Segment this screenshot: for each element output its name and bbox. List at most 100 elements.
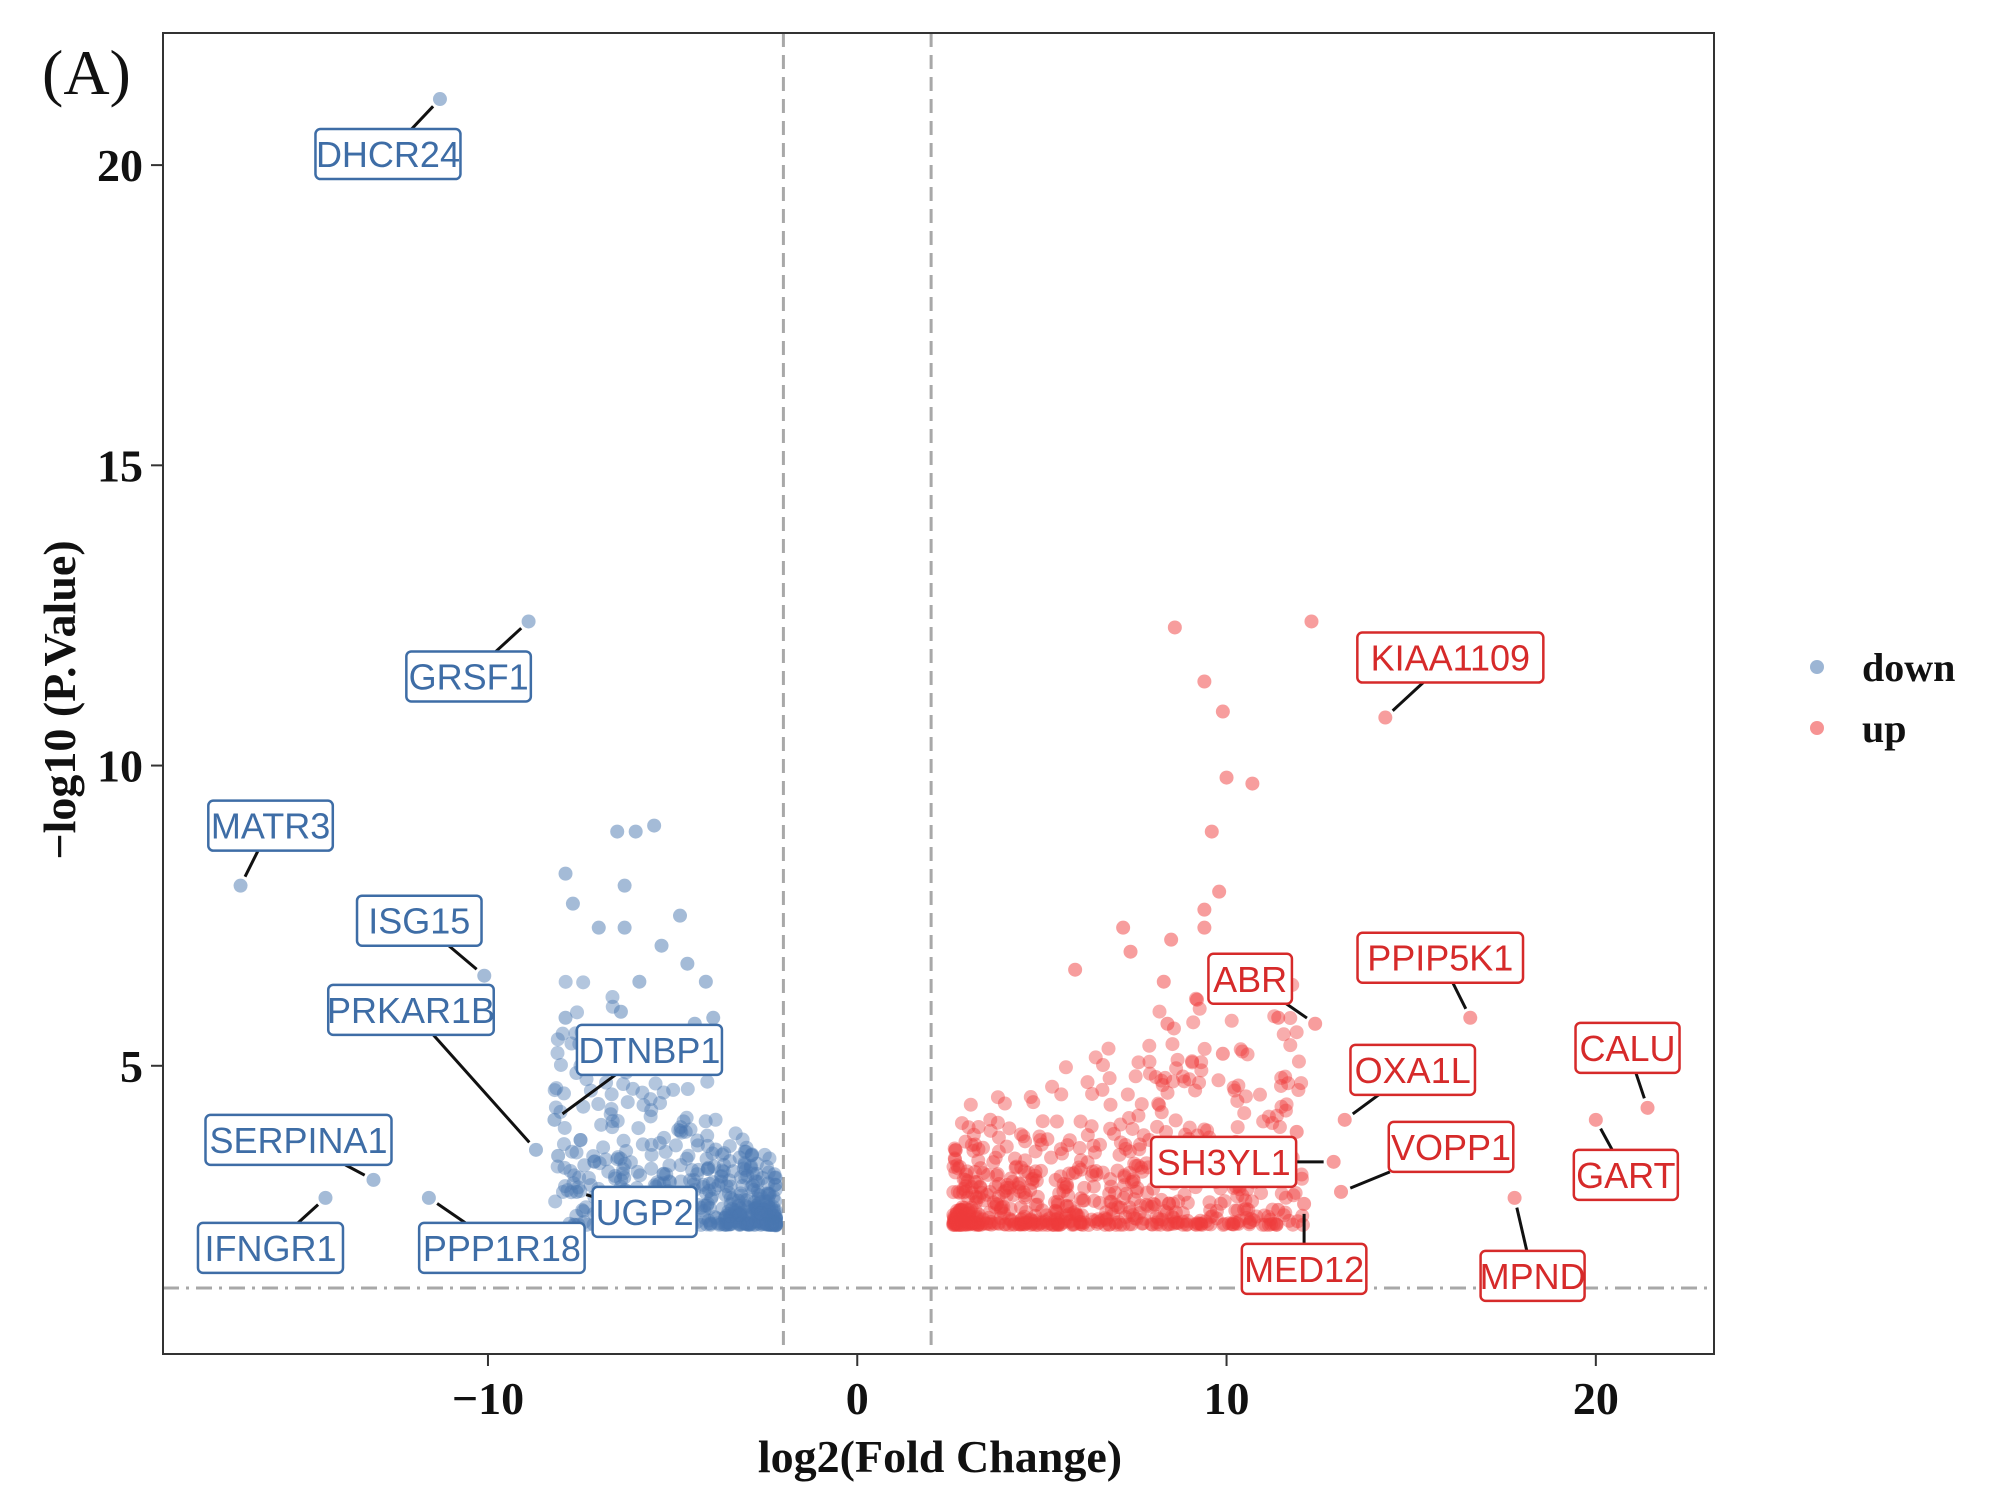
- up-point: [970, 1217, 985, 1232]
- down-point: [767, 1167, 782, 1182]
- down-point: [755, 1206, 770, 1221]
- down-point: [555, 1026, 570, 1041]
- up-point: [956, 1181, 971, 1196]
- down-point: [733, 1205, 748, 1220]
- down-point: [673, 908, 687, 923]
- up-point: [1160, 1085, 1175, 1100]
- up-point: [984, 1214, 999, 1229]
- up-point: [1144, 1217, 1159, 1232]
- down-point: [726, 1164, 741, 1179]
- down-point: [748, 1198, 763, 1213]
- up-point: [954, 1116, 969, 1131]
- plot-frame: [162, 32, 1715, 1355]
- up-point: [1080, 1155, 1095, 1170]
- up-point: [1226, 1217, 1241, 1232]
- down-point: [768, 1217, 783, 1232]
- up-point: [1160, 1016, 1175, 1031]
- up-point: [1050, 1194, 1065, 1209]
- down-point: [718, 1187, 733, 1202]
- down-point: [759, 1217, 774, 1232]
- down-point: [762, 1188, 777, 1203]
- down-point: [737, 1144, 752, 1159]
- down-point: [751, 1188, 766, 1203]
- up-point: [1028, 1144, 1043, 1159]
- up-point: [1159, 1205, 1174, 1220]
- down-point: [658, 1144, 673, 1159]
- up-point: [1215, 1046, 1230, 1061]
- up-point: [1148, 1070, 1163, 1085]
- down-point: [732, 1216, 747, 1231]
- up-point: [990, 1167, 1005, 1182]
- up-point: [1035, 1217, 1050, 1232]
- up-point: [1050, 1215, 1065, 1230]
- up-point: [958, 1172, 973, 1187]
- up-point: [1006, 1188, 1021, 1203]
- up-point: [1203, 1209, 1218, 1224]
- up-point: [1255, 1217, 1270, 1232]
- up-point: [1052, 1217, 1067, 1232]
- down-point: [679, 1110, 694, 1125]
- up-point: [970, 1217, 985, 1232]
- down-point: [632, 974, 647, 989]
- down-point: [761, 1186, 776, 1201]
- up-point: [1145, 1217, 1160, 1232]
- up-point: [1077, 1193, 1092, 1208]
- up-point: [949, 1206, 964, 1221]
- up-point: [1194, 1055, 1209, 1070]
- up-point: [1099, 1212, 1114, 1227]
- plot-area: DHCR24 GRSF1 MATR3 ISG15 PRKAR1B DTNBP1 SERPIN…: [162, 32, 1715, 1355]
- down-point: [766, 1217, 781, 1232]
- down-point: [753, 1195, 768, 1210]
- up-point: [1274, 1078, 1289, 1093]
- down-point: [611, 1150, 626, 1165]
- gene-labels: DHCR24 GRSF1 MATR3 ISG15 PRKAR1B DTNBP1 SERPIN…: [196, 105, 1681, 1303]
- up-point: [1122, 1200, 1137, 1215]
- down-point: [768, 1217, 783, 1232]
- down-point: [557, 1160, 572, 1175]
- up-point: [1097, 1211, 1112, 1226]
- up-point: [1028, 1164, 1043, 1179]
- up-point: [1203, 1217, 1218, 1232]
- up-point: [1122, 1110, 1137, 1125]
- up-point: [1015, 1211, 1030, 1226]
- down-point: [721, 1217, 736, 1232]
- up-point: [1230, 1203, 1245, 1218]
- up-point: [1107, 1126, 1122, 1141]
- down-point: [697, 1198, 712, 1213]
- down-point: [644, 1147, 659, 1162]
- up-point: [947, 1211, 962, 1226]
- down-point: [592, 1156, 607, 1171]
- label-text: GART: [1576, 1155, 1675, 1196]
- down-point: [722, 1217, 737, 1232]
- up-point: [957, 1200, 972, 1215]
- legend: down up: [1810, 645, 1955, 751]
- up-point: [961, 1207, 976, 1222]
- down-point: [751, 1207, 766, 1222]
- down-point: [625, 1081, 640, 1096]
- down-point: [719, 1217, 734, 1232]
- up-point: [1124, 1217, 1139, 1232]
- down-point: [744, 1180, 759, 1195]
- label-leader-line: [432, 1033, 531, 1144]
- up-point: [1131, 1055, 1146, 1070]
- down-point: [765, 1213, 780, 1228]
- up-point: [1261, 1109, 1276, 1124]
- up-point: [1168, 1215, 1183, 1230]
- label-leader-line: [1451, 982, 1468, 1010]
- down-point: [679, 1151, 694, 1166]
- up-point: [1004, 1214, 1019, 1229]
- down-point: [567, 1168, 582, 1183]
- up-point: [1044, 1150, 1059, 1165]
- down-point: [747, 1200, 762, 1215]
- down-point: [708, 1142, 723, 1157]
- down-point: [695, 1179, 710, 1194]
- down-point: [714, 1168, 729, 1183]
- up-point: [969, 1190, 984, 1205]
- down-point: [718, 1210, 733, 1225]
- down-point: [719, 1179, 734, 1194]
- up-point: [1116, 1217, 1131, 1232]
- down-point: [755, 1216, 770, 1231]
- up-point: [1106, 1207, 1121, 1222]
- up-point: [1068, 1165, 1083, 1180]
